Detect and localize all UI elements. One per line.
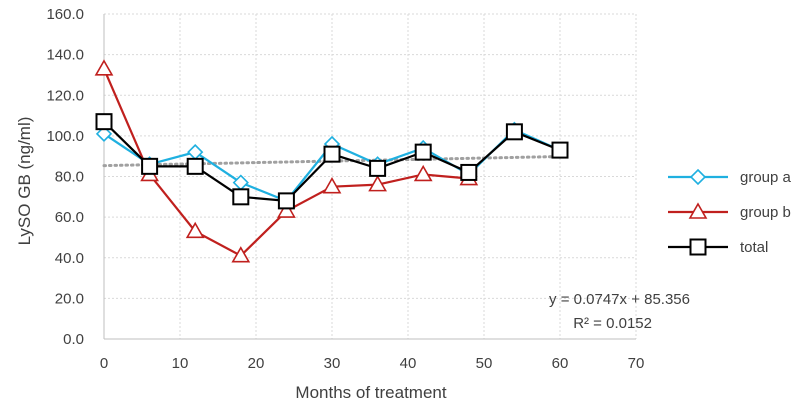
data-point-total bbox=[460, 163, 478, 181]
y-tick-label: 0.0 bbox=[63, 331, 84, 348]
data-point-group-a bbox=[232, 174, 249, 191]
data-point-group-b bbox=[368, 175, 387, 192]
legend-marker-total bbox=[689, 238, 707, 256]
y-tick-label: 140.0 bbox=[46, 47, 84, 64]
x-tick-label: 20 bbox=[248, 355, 265, 372]
data-point-total bbox=[369, 159, 387, 177]
x-axis-title: Months of treatment bbox=[295, 383, 446, 402]
legend-marker-group-a bbox=[689, 168, 707, 186]
data-point-group-a bbox=[95, 125, 113, 142]
legend: group a group b total bbox=[668, 168, 792, 256]
data-point-total bbox=[186, 157, 204, 175]
x-tick-label: 50 bbox=[476, 355, 493, 372]
legend-item-total: total bbox=[668, 238, 768, 256]
series-total bbox=[95, 113, 569, 210]
x-tick-label: 30 bbox=[324, 355, 341, 372]
legend-label-group-a: group a bbox=[740, 169, 792, 186]
data-point-group-b bbox=[231, 246, 251, 263]
data-point-total bbox=[277, 192, 295, 210]
r-squared-label: R² = 0.0152 bbox=[573, 315, 652, 332]
data-point-total bbox=[414, 143, 432, 161]
data-point-group-b bbox=[322, 177, 342, 194]
y-tick-label: 100.0 bbox=[46, 128, 84, 145]
legend-item-group-b: group b bbox=[668, 202, 791, 221]
y-tick-label: 20.0 bbox=[55, 290, 84, 307]
data-point-group-b bbox=[277, 201, 296, 218]
data-point-group-b bbox=[185, 221, 205, 239]
data-point-total bbox=[505, 123, 523, 141]
data-point-group-b bbox=[413, 164, 433, 182]
x-tick-label: 60 bbox=[552, 355, 569, 372]
series-group bbox=[94, 59, 569, 263]
data-point-group-a bbox=[187, 143, 204, 161]
y-tick-label: 80.0 bbox=[55, 169, 84, 186]
legend-label-total: total bbox=[740, 239, 768, 256]
y-tick-label: 40.0 bbox=[55, 250, 84, 267]
y-axis-title: LySO GB (ng/ml) bbox=[15, 117, 34, 246]
axes: 0.0 20.0 40.0 60.0 80.0 100.0 120.0 140.0 160.0 0… bbox=[46, 6, 644, 372]
y-tick-label: 120.0 bbox=[46, 87, 84, 104]
data-point-total bbox=[95, 113, 113, 131]
data-point-total bbox=[141, 157, 159, 175]
legend-marker-group-b bbox=[688, 202, 708, 219]
x-tick-label: 70 bbox=[628, 355, 645, 372]
legend-label-group-b: group b bbox=[740, 204, 791, 221]
data-point-total bbox=[551, 141, 569, 159]
x-tick-label: 40 bbox=[400, 355, 417, 372]
trendline-equation: y = 0.0747x + 85.356 bbox=[549, 291, 690, 308]
x-tick-label: 10 bbox=[172, 355, 189, 372]
data-point-group-b bbox=[94, 59, 114, 76]
data-point-total bbox=[232, 188, 250, 206]
y-tick-label: 160.0 bbox=[46, 6, 84, 23]
x-tick-label: 0 bbox=[100, 355, 108, 372]
data-point-total bbox=[323, 145, 341, 163]
legend-item-group-a: group a bbox=[668, 168, 792, 186]
y-tick-label: 60.0 bbox=[55, 209, 84, 226]
